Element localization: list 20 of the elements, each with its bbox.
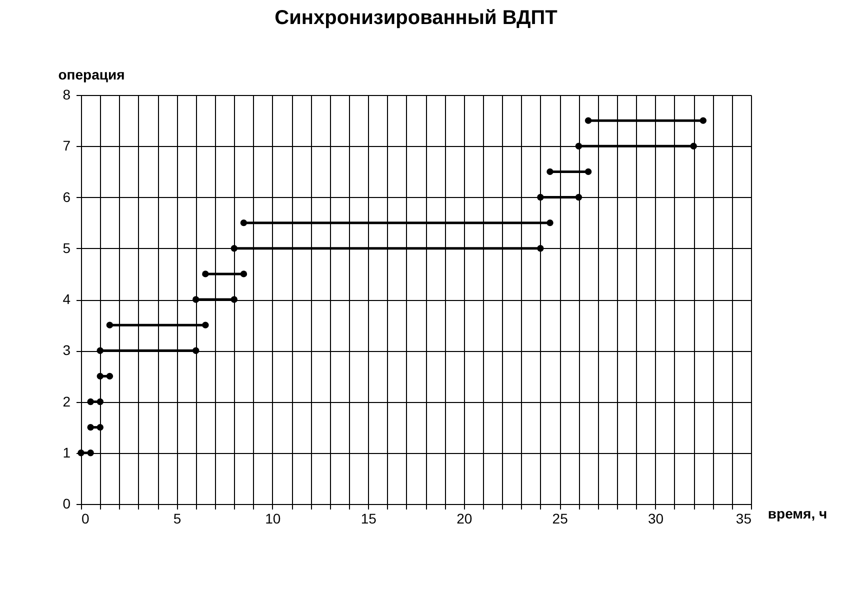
y-tick-label: 7	[62, 138, 71, 154]
x-tick-label: 10	[265, 510, 281, 526]
x-axis-title: время, ч	[768, 506, 828, 522]
y-tick-label: 0	[62, 496, 71, 512]
x-tick-label: 15	[360, 510, 377, 526]
x-tick-label: 5	[173, 510, 182, 526]
y-tick-label: 2	[62, 393, 71, 410]
x-tick-label: 35	[736, 510, 752, 526]
x-tick-label: 0	[82, 510, 90, 526]
y-tick-label: 5	[62, 240, 71, 256]
y-tick-label: 4	[62, 291, 71, 307]
y-tick-label: 3	[62, 342, 71, 358]
chart-title: Синхронизированный ВДПТ	[274, 7, 558, 29]
x-tick-label: 25	[552, 510, 568, 526]
x-tick-label: 20	[456, 510, 472, 526]
y-tick-label: 6	[62, 188, 71, 205]
y-tick-label: 8	[62, 86, 71, 102]
y-axis-title: операция	[58, 66, 125, 82]
x-tick-label: 30	[648, 510, 664, 526]
y-tick-label: 1	[62, 444, 71, 460]
